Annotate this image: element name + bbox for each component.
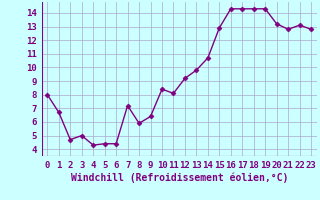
X-axis label: Windchill (Refroidissement éolien,°C): Windchill (Refroidissement éolien,°C) [70,173,288,183]
